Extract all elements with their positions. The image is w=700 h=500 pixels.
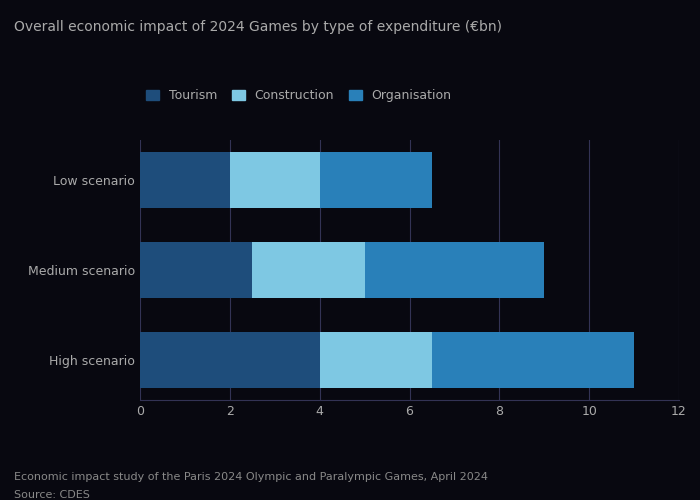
Bar <box>230 152 320 208</box>
Text: Economic impact study of the Paris 2024 Olympic and Paralympic Games, April 2024: Economic impact study of the Paris 2024 … <box>14 472 488 482</box>
Legend: Tourism, Construction, Organisation: Tourism, Construction, Organisation <box>146 89 452 102</box>
Text: Overall economic impact of 2024 Games by type of expenditure (€bn): Overall economic impact of 2024 Games by… <box>14 20 502 34</box>
Bar <box>140 242 252 298</box>
Bar <box>252 242 365 298</box>
Bar <box>365 242 545 298</box>
Bar <box>432 332 634 388</box>
Bar <box>140 332 320 388</box>
Bar <box>140 152 230 208</box>
Bar <box>320 332 432 388</box>
Text: Source: CDES: Source: CDES <box>14 490 90 500</box>
Bar <box>320 152 432 208</box>
